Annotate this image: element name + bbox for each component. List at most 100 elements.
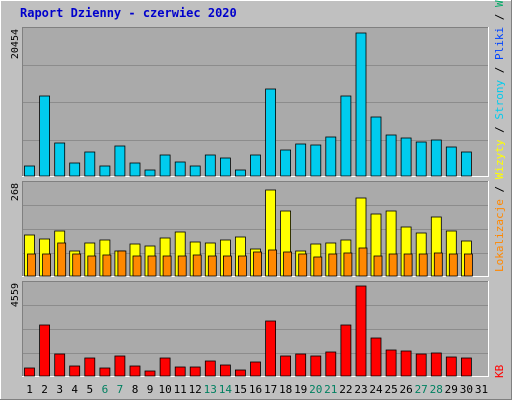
bar-kb-day-7: [114, 355, 126, 377]
x-tick-label: 5: [86, 383, 93, 396]
x-tick-label: 3: [56, 383, 63, 396]
bar-kb-day-25: [385, 349, 397, 377]
bar-visits-day-19: [295, 143, 307, 177]
bar-visits-day-29: [445, 146, 457, 177]
bar-pages-day-27: [418, 253, 428, 277]
bar-pages-day-30: [463, 253, 473, 277]
bar-pages-day-2: [42, 253, 51, 277]
bar-pages-day-6: [102, 254, 112, 277]
bar-pages-day-15: [237, 255, 247, 277]
bar-visits-day-3: [54, 142, 66, 177]
bar-pages-day-7: [117, 250, 127, 277]
bar-kb-day-30: [460, 357, 472, 377]
bar-pages-day-24: [373, 255, 383, 277]
bar-kb-day-23: [355, 285, 367, 377]
bar-visits-day-11: [174, 161, 186, 177]
bar-visits-day-5: [84, 151, 96, 177]
x-tick-label: 27: [415, 383, 428, 396]
x-tick-label: 18: [279, 383, 292, 396]
bar-visits-day-25: [385, 134, 397, 177]
x-tick-label: 26: [399, 383, 412, 396]
bar-kb-day-21: [325, 351, 337, 377]
bar-pages-day-18: [283, 251, 293, 277]
bar-kb-day-13: [204, 360, 216, 377]
bar-kb-day-26: [400, 350, 412, 377]
bar-pages-day-12: [192, 254, 202, 277]
x-tick-label: 6: [102, 383, 109, 396]
x-tick-label: 25: [384, 383, 397, 396]
bar-visits-day-18: [280, 149, 292, 177]
bar-visits-day-15: [234, 169, 246, 177]
x-tick-label: 9: [147, 383, 154, 396]
bar-pages-day-11: [177, 255, 187, 277]
bar-visits-day-17: [265, 88, 277, 177]
bar-kb-day-29: [445, 356, 457, 377]
bar-pages-day-23: [358, 247, 368, 277]
x-tick-label: 12: [189, 383, 202, 396]
bar-pages-day-21: [328, 253, 338, 277]
panel-3-ymax-label: 4559: [10, 283, 21, 307]
bar-visits-day-12: [189, 165, 201, 177]
bar-visits-day-13: [204, 154, 216, 177]
bar-visits-day-21: [325, 136, 337, 177]
panel-2-ymax-label: 268: [10, 183, 21, 201]
bar-visits-day-24: [370, 116, 382, 177]
bar-kb-day-11: [174, 366, 186, 377]
bar-kb-day-22: [340, 324, 352, 377]
x-tick-label: 22: [339, 383, 352, 396]
bar-visits-day-1: [24, 165, 35, 177]
x-tick-label: 20: [309, 383, 322, 396]
bar-pages-day-26: [403, 253, 413, 277]
bar-pages-day-9: [147, 255, 157, 277]
bar-pages-day-19: [298, 253, 308, 277]
x-tick-label: 16: [249, 383, 262, 396]
bar-visits-day-2: [39, 95, 50, 177]
bar-visits-day-26: [400, 137, 412, 177]
bar-visits-day-9: [144, 169, 156, 177]
x-tick-label: 10: [158, 383, 171, 396]
bar-kb-day-17: [265, 320, 277, 377]
bar-pages-day-16: [253, 251, 262, 277]
bar-kb-day-16: [250, 361, 261, 377]
bar-visits-day-4: [69, 162, 81, 177]
bar-visits-day-7: [114, 145, 126, 177]
x-tick-label: 21: [324, 383, 337, 396]
x-tick-label: 7: [117, 383, 124, 396]
bar-visits-day-6: [99, 165, 111, 177]
bar-visits-day-8: [129, 162, 141, 177]
bar-visits-day-27: [415, 141, 427, 177]
bar-kb-day-15: [234, 369, 246, 377]
x-tick-label: 30: [460, 383, 473, 396]
bar-kb-day-19: [295, 353, 307, 377]
x-tick-label: 31: [475, 383, 488, 396]
bar-pages-day-28: [433, 252, 443, 277]
bar-pages-day-25: [388, 253, 398, 277]
bar-kb-day-14: [219, 364, 231, 377]
bar-kb-day-27: [415, 353, 427, 377]
bar-visits-day-22: [340, 95, 352, 177]
bar-pages-day-13: [207, 255, 217, 277]
x-tick-label: 24: [369, 383, 383, 396]
legend-kb: KB: [493, 364, 506, 378]
bar-pages-day-8: [132, 255, 142, 277]
bar-visits-day-28: [430, 139, 442, 177]
bar-pages-day-22: [343, 252, 353, 277]
bar-pages-day-20: [313, 256, 323, 277]
bar-kb-day-2: [39, 324, 50, 377]
bar-pages-day-5: [87, 255, 97, 277]
bar-kb-day-24: [370, 337, 382, 377]
bar-kb-day-5: [84, 357, 96, 377]
bar-visits-day-30: [460, 151, 472, 177]
bar-kb-day-1: [24, 367, 35, 377]
bar-kb-day-10: [159, 357, 171, 377]
x-tick-label: 29: [445, 383, 458, 396]
x-tick-label: 28: [430, 383, 443, 396]
x-tick-label: 1: [26, 383, 33, 396]
bar-pages-day-17: [268, 249, 278, 277]
bar-kb-day-8: [129, 365, 141, 377]
panel-1-ymax-label: 20454: [10, 29, 21, 59]
bar-visits-day-16: [250, 154, 261, 177]
x-tick-label: 4: [71, 383, 78, 396]
